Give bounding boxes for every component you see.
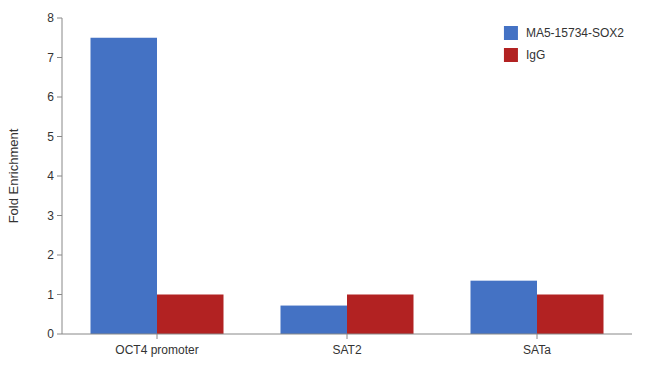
- y-tick: [57, 176, 62, 177]
- y-tick: [57, 18, 62, 19]
- y-tick-label: 0: [47, 327, 54, 341]
- chart-svg: 0 1 2 3 4 5 6 7 8 OCT4 promoter SAT2 SATa Fold Enric…: [0, 0, 650, 374]
- y-tick-label: 7: [47, 51, 54, 65]
- y-tick: [57, 97, 62, 98]
- y-axis-label: Fold Enrichment: [6, 128, 21, 223]
- y-tick: [57, 57, 62, 58]
- legend-swatch: [504, 48, 518, 62]
- y-tick-label: 5: [47, 130, 54, 144]
- bar: [91, 38, 158, 334]
- x-tick: [537, 334, 538, 339]
- chart-container: 0 1 2 3 4 5 6 7 8 OCT4 promoter SAT2 SATa Fold Enric…: [0, 0, 650, 374]
- y-tick: [57, 136, 62, 137]
- axes: 0 1 2 3 4 5 6 7 8 OCT4 promoter SAT2 SATa: [47, 11, 632, 357]
- y-tick: [57, 294, 62, 295]
- bars: [91, 38, 604, 334]
- y-tick-label: 1: [47, 288, 54, 302]
- y-tick-label: 6: [47, 90, 54, 104]
- x-tick-label: OCT4 promoter: [115, 343, 198, 357]
- x-tick: [347, 334, 348, 339]
- legend-swatch: [504, 26, 518, 40]
- y-tick-label: 2: [47, 248, 54, 262]
- bar: [281, 306, 348, 334]
- y-tick-label: 3: [47, 209, 54, 223]
- x-tick-label: SAT2: [332, 343, 361, 357]
- page: {"chart_data": {"type": "bar", "categori…: [0, 0, 650, 374]
- x-tick-label: SATa: [523, 343, 551, 357]
- legend: MA5-15734-SOX2 IgG: [504, 26, 624, 62]
- bar: [471, 281, 538, 334]
- legend-label: MA5-15734-SOX2: [526, 26, 624, 40]
- bar: [157, 295, 224, 335]
- bar: [537, 295, 604, 335]
- bar: [347, 295, 414, 335]
- x-tick: [157, 334, 158, 339]
- y-tick-label: 4: [47, 169, 54, 183]
- y-tick: [57, 215, 62, 216]
- y-tick: [57, 334, 62, 335]
- legend-label: IgG: [526, 48, 545, 62]
- y-tick: [57, 255, 62, 256]
- y-tick-label: 8: [47, 11, 54, 25]
